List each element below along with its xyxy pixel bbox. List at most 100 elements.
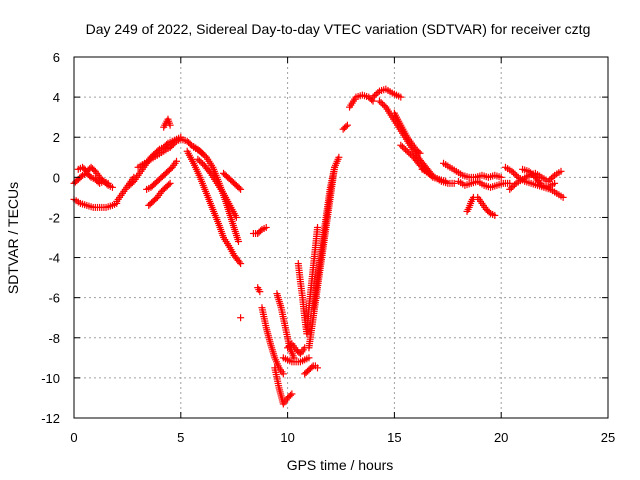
data-point [343,121,351,129]
data-point [165,181,173,189]
data-point [528,170,536,178]
series-track-k [183,147,245,268]
data-point [166,179,174,187]
data-point [232,213,240,221]
data-point [403,147,411,155]
data-point [314,223,322,231]
x-tick-label: 5 [177,430,184,445]
series-track-aa [339,121,351,133]
data-point [397,141,405,149]
data-point [506,185,514,193]
data-point [547,174,555,182]
data-point [398,143,406,151]
data-point [196,147,204,155]
data-point [557,167,565,175]
data-point [377,99,385,107]
data-point [237,185,245,193]
data-point [509,182,517,190]
data-point [194,155,202,163]
data-point [374,89,382,97]
series-track-q [254,284,264,296]
y-tick-label: -8 [48,331,60,346]
series-track-a [70,195,121,211]
data-point [511,181,519,189]
data-point [166,143,174,151]
series-track-f [134,143,174,171]
data-point [369,93,377,101]
data-point [198,149,206,157]
data-point [234,238,242,246]
data-point [171,139,179,147]
data-point [551,179,559,187]
series-track-an [519,165,559,191]
data-point [379,100,387,108]
data-point [108,183,116,191]
axis-ticks: 0 5 10 15 20 25 -12 -10 -8 -6 -4 -2 0 2 4 6 [41,50,615,445]
x-tick-label: 15 [387,430,401,445]
series-track-i [160,115,174,131]
data-point [235,258,243,266]
data-point [544,177,552,185]
series-track-x [301,362,322,378]
series-track-ai [454,177,514,191]
data-point [168,142,176,150]
series-track-u [279,354,313,366]
series-track-o [237,314,245,322]
series-track-p [249,223,270,237]
data-point [405,149,413,157]
y-tick-label: 6 [53,50,60,65]
series-track-v [284,340,309,358]
series-track-g [143,157,181,193]
data-point [86,172,94,180]
data-point [372,90,380,98]
data-point [371,92,379,100]
data-point [416,161,424,169]
data-point [402,146,410,154]
data-point [485,208,493,216]
data-point [205,168,213,176]
data-point [335,153,343,161]
data-point [450,179,458,187]
plot-frame [73,56,609,419]
series-track-w [294,223,322,338]
series-track-ac [369,85,405,101]
data-point [527,169,535,177]
data-point [397,93,405,101]
y-tick-label: -4 [48,251,60,266]
data-point [525,167,533,175]
grid [74,57,608,418]
data-point [186,140,194,148]
data-point [286,391,294,399]
data-point [197,158,205,166]
data-point [314,364,322,372]
data-point [195,157,203,165]
data-point [509,169,517,177]
data-point [513,172,521,180]
y-tick-label: -12 [41,411,60,426]
series-track-c [70,169,112,187]
data-point [201,152,209,160]
data-point [104,179,112,187]
y-tick-label: -10 [41,371,60,386]
x-tick-label: 25 [601,430,615,445]
data-point [508,167,516,175]
series-track-z [309,153,343,312]
data-point [375,97,383,105]
y-tick-label: 4 [53,90,60,105]
data-point [549,173,557,181]
data-point [497,173,505,181]
data-point [262,223,270,231]
data-point [288,390,296,398]
y-tick-label: 2 [53,130,60,145]
data-point [406,150,414,158]
data-point [305,354,313,362]
data-point [415,148,423,156]
data-point [235,184,243,192]
data-point [380,102,388,110]
chart-title: Day 249 of 2022, Sidereal Day-to-day VTE… [86,21,591,37]
data-point [546,176,554,184]
series-track-aj [463,193,477,215]
data-marks [70,85,567,408]
